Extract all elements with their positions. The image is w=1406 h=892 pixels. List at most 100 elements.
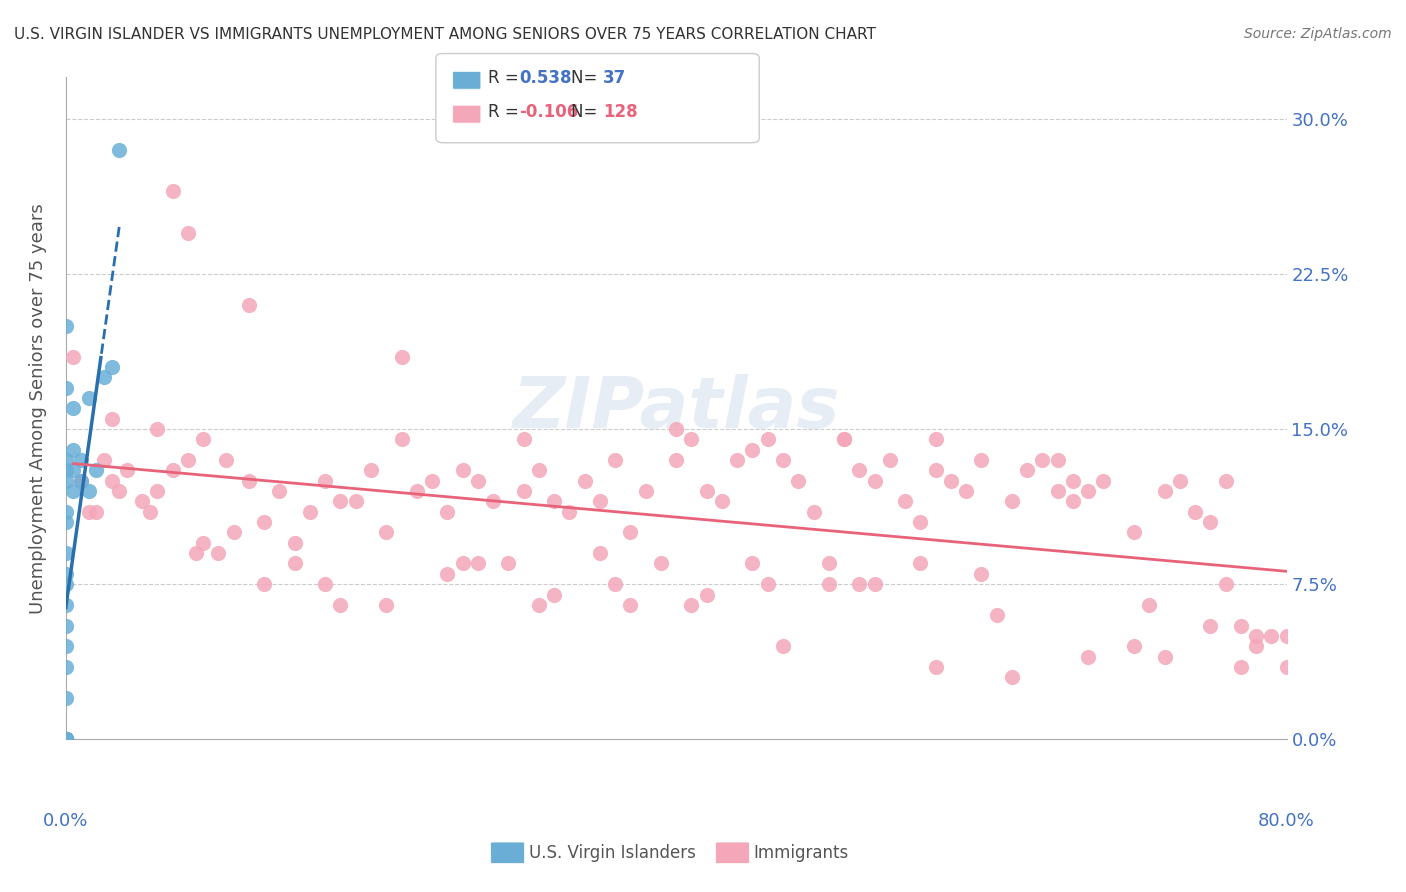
Point (879, 453, 901, 467)
Point (55, 318, 77, 333)
Point (55, 505, 77, 519)
Point (863, 577, 886, 591)
Point (62, 442, 84, 457)
Point (55, 618, 77, 632)
Text: N=: N= (571, 70, 602, 87)
Point (1184, 505, 1206, 519)
Text: R =: R = (488, 70, 524, 87)
Point (238, 298, 260, 312)
Text: R =: R = (488, 103, 524, 121)
Point (543, 587, 565, 601)
Point (253, 515, 276, 529)
Text: 80.0%: 80.0% (1258, 812, 1315, 830)
Point (77, 484, 100, 499)
Point (924, 463, 946, 477)
Text: N=: N= (571, 103, 602, 121)
Point (55, 732, 77, 747)
Point (70, 453, 93, 467)
Point (55, 732, 77, 747)
Point (832, 433, 855, 447)
Point (756, 433, 779, 447)
Point (1244, 639, 1267, 653)
Point (467, 474, 489, 488)
Point (619, 598, 641, 612)
Point (55, 732, 77, 747)
Point (269, 484, 291, 499)
Point (344, 494, 367, 508)
Point (467, 557, 489, 571)
Point (803, 505, 825, 519)
Point (93, 370, 115, 384)
Point (681, 598, 703, 612)
Point (314, 474, 336, 488)
Point (1275, 629, 1298, 643)
Point (1046, 453, 1069, 467)
Point (681, 433, 703, 447)
Point (725, 453, 748, 467)
Point (62, 484, 84, 499)
Point (741, 557, 763, 571)
Point (696, 587, 718, 601)
Text: 37: 37 (603, 70, 627, 87)
Point (863, 474, 886, 488)
Point (832, 433, 855, 447)
Point (527, 598, 550, 612)
Point (665, 422, 688, 436)
Point (55, 732, 77, 747)
Point (512, 433, 534, 447)
Point (375, 598, 398, 612)
Point (955, 484, 977, 499)
Point (177, 226, 200, 240)
Point (924, 660, 946, 674)
Point (391, 433, 413, 447)
Point (86, 505, 108, 519)
Point (1062, 494, 1084, 508)
Point (986, 608, 1008, 623)
Text: ZIPatlas: ZIPatlas (513, 374, 839, 442)
Point (1077, 484, 1099, 499)
Point (1017, 463, 1039, 477)
Point (970, 566, 993, 581)
Point (70, 474, 93, 488)
Point (77, 391, 100, 405)
Point (375, 525, 398, 540)
Text: Source: ZipAtlas.com: Source: ZipAtlas.com (1244, 27, 1392, 41)
Point (1260, 629, 1282, 643)
Point (284, 536, 307, 550)
Point (115, 463, 138, 477)
Point (848, 463, 870, 477)
Point (77, 505, 100, 519)
Point (62, 350, 84, 364)
Point (1199, 515, 1222, 529)
Point (634, 484, 657, 499)
Point (405, 484, 427, 499)
Point (314, 577, 336, 591)
Point (238, 474, 260, 488)
Point (772, 639, 794, 653)
Point (55, 660, 77, 674)
Point (605, 453, 627, 467)
Point (55, 577, 77, 591)
Point (589, 494, 612, 508)
Point (1215, 474, 1237, 488)
Point (741, 442, 763, 457)
Point (970, 453, 993, 467)
Point (1046, 484, 1069, 499)
Point (1092, 474, 1115, 488)
Point (55, 598, 77, 612)
Point (420, 474, 443, 488)
Point (710, 494, 733, 508)
Point (70, 474, 93, 488)
Point (512, 484, 534, 499)
Point (1001, 494, 1024, 508)
Point (1244, 629, 1267, 643)
Point (848, 577, 870, 591)
Point (360, 463, 382, 477)
Point (55, 566, 77, 581)
Point (55, 515, 77, 529)
Point (55, 453, 77, 467)
Point (55, 690, 77, 705)
Y-axis label: Unemployment Among Seniors over 75 years: Unemployment Among Seniors over 75 years (30, 203, 46, 614)
Point (391, 350, 413, 364)
Point (329, 598, 352, 612)
